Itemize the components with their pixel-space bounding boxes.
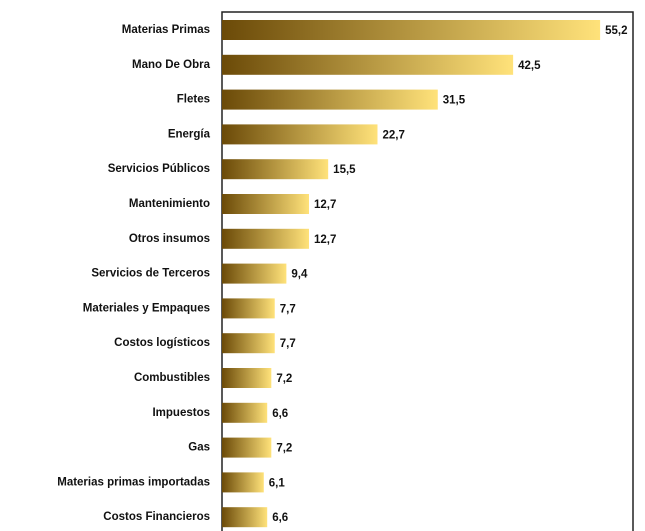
data-label: 7,2 — [276, 373, 292, 385]
bar — [222, 54, 514, 75]
y-tick-label: Materias primas importadas — [57, 476, 210, 488]
data-label: 9,4 — [291, 269, 308, 281]
data-label: 12,7 — [314, 234, 336, 246]
y-tick-label: Servicios de Terceros — [91, 268, 210, 280]
bar — [222, 298, 275, 319]
bar — [222, 20, 601, 40]
data-label: 7,2 — [276, 443, 292, 455]
bar — [222, 472, 264, 493]
bar — [222, 437, 272, 458]
y-tick-label: Energía — [168, 128, 211, 140]
data-label: 7,7 — [280, 338, 296, 350]
bar — [222, 89, 438, 110]
y-tick-label: Servicios Públicos — [108, 163, 210, 175]
bar — [222, 333, 275, 354]
data-label: 55,2 — [605, 25, 627, 37]
bar — [222, 402, 268, 423]
y-tick-label: Materiales y Empaques — [83, 302, 210, 314]
data-label: 6,6 — [272, 408, 288, 420]
data-label: 12,7 — [314, 199, 336, 211]
y-tick-label: Mano De Obra — [132, 59, 211, 71]
bar — [222, 194, 309, 214]
data-label: 6,1 — [269, 477, 286, 489]
y-tick-label: Costos Financieros — [103, 511, 210, 523]
data-label: 22,7 — [382, 129, 404, 141]
bar — [222, 228, 309, 249]
bar — [222, 124, 378, 145]
data-label: 42,5 — [518, 60, 541, 72]
data-label: 7,7 — [280, 303, 296, 315]
data-label: 31,5 — [443, 95, 466, 107]
y-tick-label: Fletes — [177, 94, 210, 106]
y-tick-label: Costos logísticos — [114, 337, 210, 349]
data-label: 15,5 — [333, 164, 356, 176]
y-tick-label: Gas — [188, 442, 210, 454]
bar — [222, 159, 329, 180]
y-tick-label: Otros insumos — [129, 233, 210, 245]
bar — [222, 507, 268, 528]
y-tick-label: Materias Primas — [122, 24, 210, 36]
y-tick-label: Impuestos — [152, 407, 210, 419]
y-tick-label: Combustibles — [134, 372, 210, 384]
y-tick-label: Mantenimiento — [129, 198, 210, 210]
bar — [222, 368, 272, 388]
bar — [222, 263, 287, 284]
data-label: 6,6 — [272, 512, 288, 524]
